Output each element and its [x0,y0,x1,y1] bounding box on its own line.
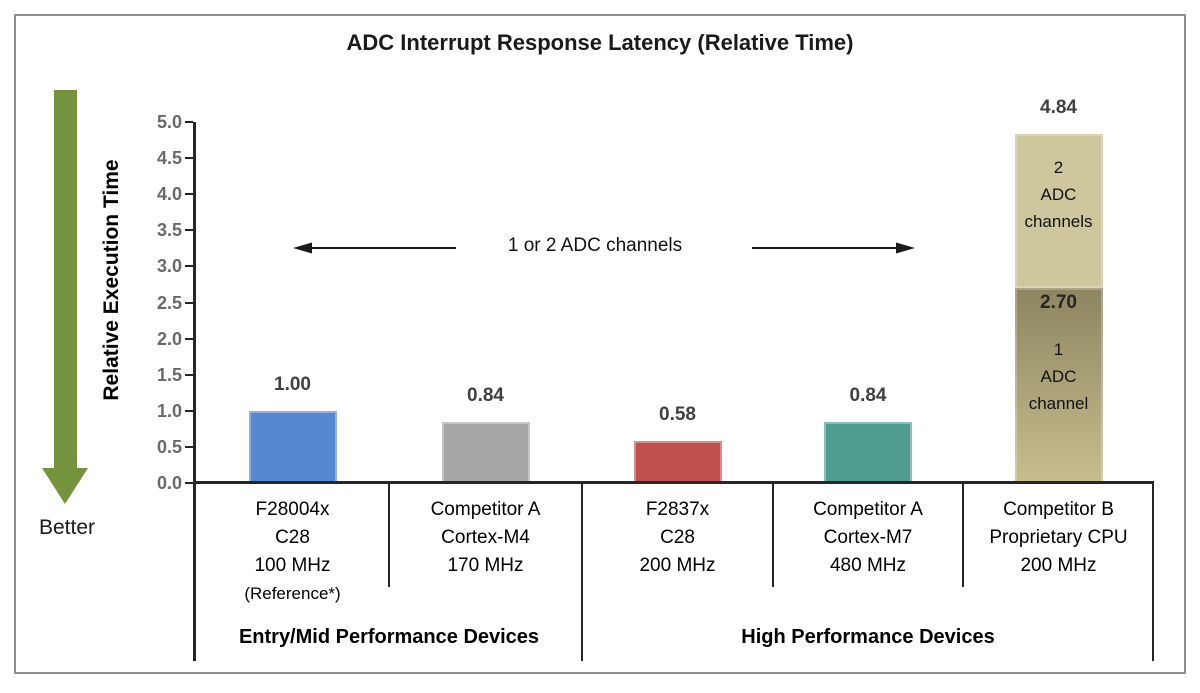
bar-value-label: 0.84 [467,385,504,407]
y-tick-label: 4.0 [156,184,182,205]
table-divider [581,483,583,661]
category-note: (Reference*) [244,584,341,603]
better-label: Better [38,516,96,539]
y-tick-mark [185,482,193,484]
left-arrow-icon [293,242,456,254]
adc-channels-annotation: 1 or 2 ADC channels [507,235,683,256]
bar-total-label: 4.84 [1040,96,1077,118]
y-tick-label: 1.5 [156,364,182,385]
bar-value-label: 1.00 [274,373,311,395]
group-label: High Performance Devices [741,626,995,648]
category-label: Competitor A Cortex-M4 170 MHz [430,499,541,576]
bar-f2837x [633,441,722,483]
y-tick-mark [185,409,193,412]
segment-caption: 2 ADC channels [1024,157,1093,231]
category-label: F28004x C28 100 MHz (Reference*) [196,496,389,608]
y-tick-label: 3.5 [156,220,182,241]
y-tick-label: 0.0 [156,473,182,493]
y-tick-mark [185,301,193,304]
y-tick-mark [185,229,193,232]
y-tick-label: 2.5 [156,292,182,313]
y-tick-label: 2.0 [156,328,182,349]
category-label: F2837x C28 200 MHz [639,499,716,576]
y-tick-mark [185,157,193,160]
group-label: Entry/Mid Performance Devices [238,626,540,648]
category-label: Competitor B Proprietary CPU 200 MHz [989,499,1128,576]
bar-competitor-a-cortex-m4 [441,422,530,483]
y-tick-mark [185,121,193,123]
bar-competitor-b-segment-1: 2.70 1 ADC channel [1014,288,1103,483]
better-arrow-icon [42,90,88,504]
bar-competitor-b-segment-text: 2 ADC channels [1015,134,1103,235]
chart-title: ADC Interrupt Response Latency (Relative… [346,30,854,55]
y-tick-mark [185,337,193,340]
y-axis-line [193,122,196,661]
table-divider [772,483,774,587]
y-tick-mark [185,193,193,196]
segment-caption: 1 ADC channel [1028,340,1089,414]
table-divider [388,483,390,587]
table-divider [1152,483,1154,661]
bar-value-label: 0.84 [849,385,887,407]
right-arrow-icon [752,242,915,254]
y-tick-mark [185,265,193,268]
y-tick-mark [185,445,193,448]
bar-competitor-b-segment-2: 2 ADC channels [1014,133,1103,289]
chart-frame [14,14,1186,674]
table-divider [962,483,964,587]
bar-competitor-b-segment-text: 2.70 1 ADC channel [1015,288,1103,417]
bar-competitor-a-cortex-m7 [824,422,912,483]
bar-value-label: 0.58 [659,404,696,426]
category-label: Competitor A Cortex-M7 480 MHz [813,499,923,576]
y-tick-label: 1.0 [156,400,182,421]
bar-f28004x [248,410,337,483]
x-axis-line [193,481,1154,484]
segment-value-label: 2.70 [1040,292,1077,314]
y-tick-mark [185,373,193,376]
y-tick-label: 3.0 [156,256,182,277]
y-tick-label: 5.0 [156,112,182,132]
y-tick-label: 0.5 [156,436,182,457]
y-tick-label: 4.5 [156,148,182,169]
